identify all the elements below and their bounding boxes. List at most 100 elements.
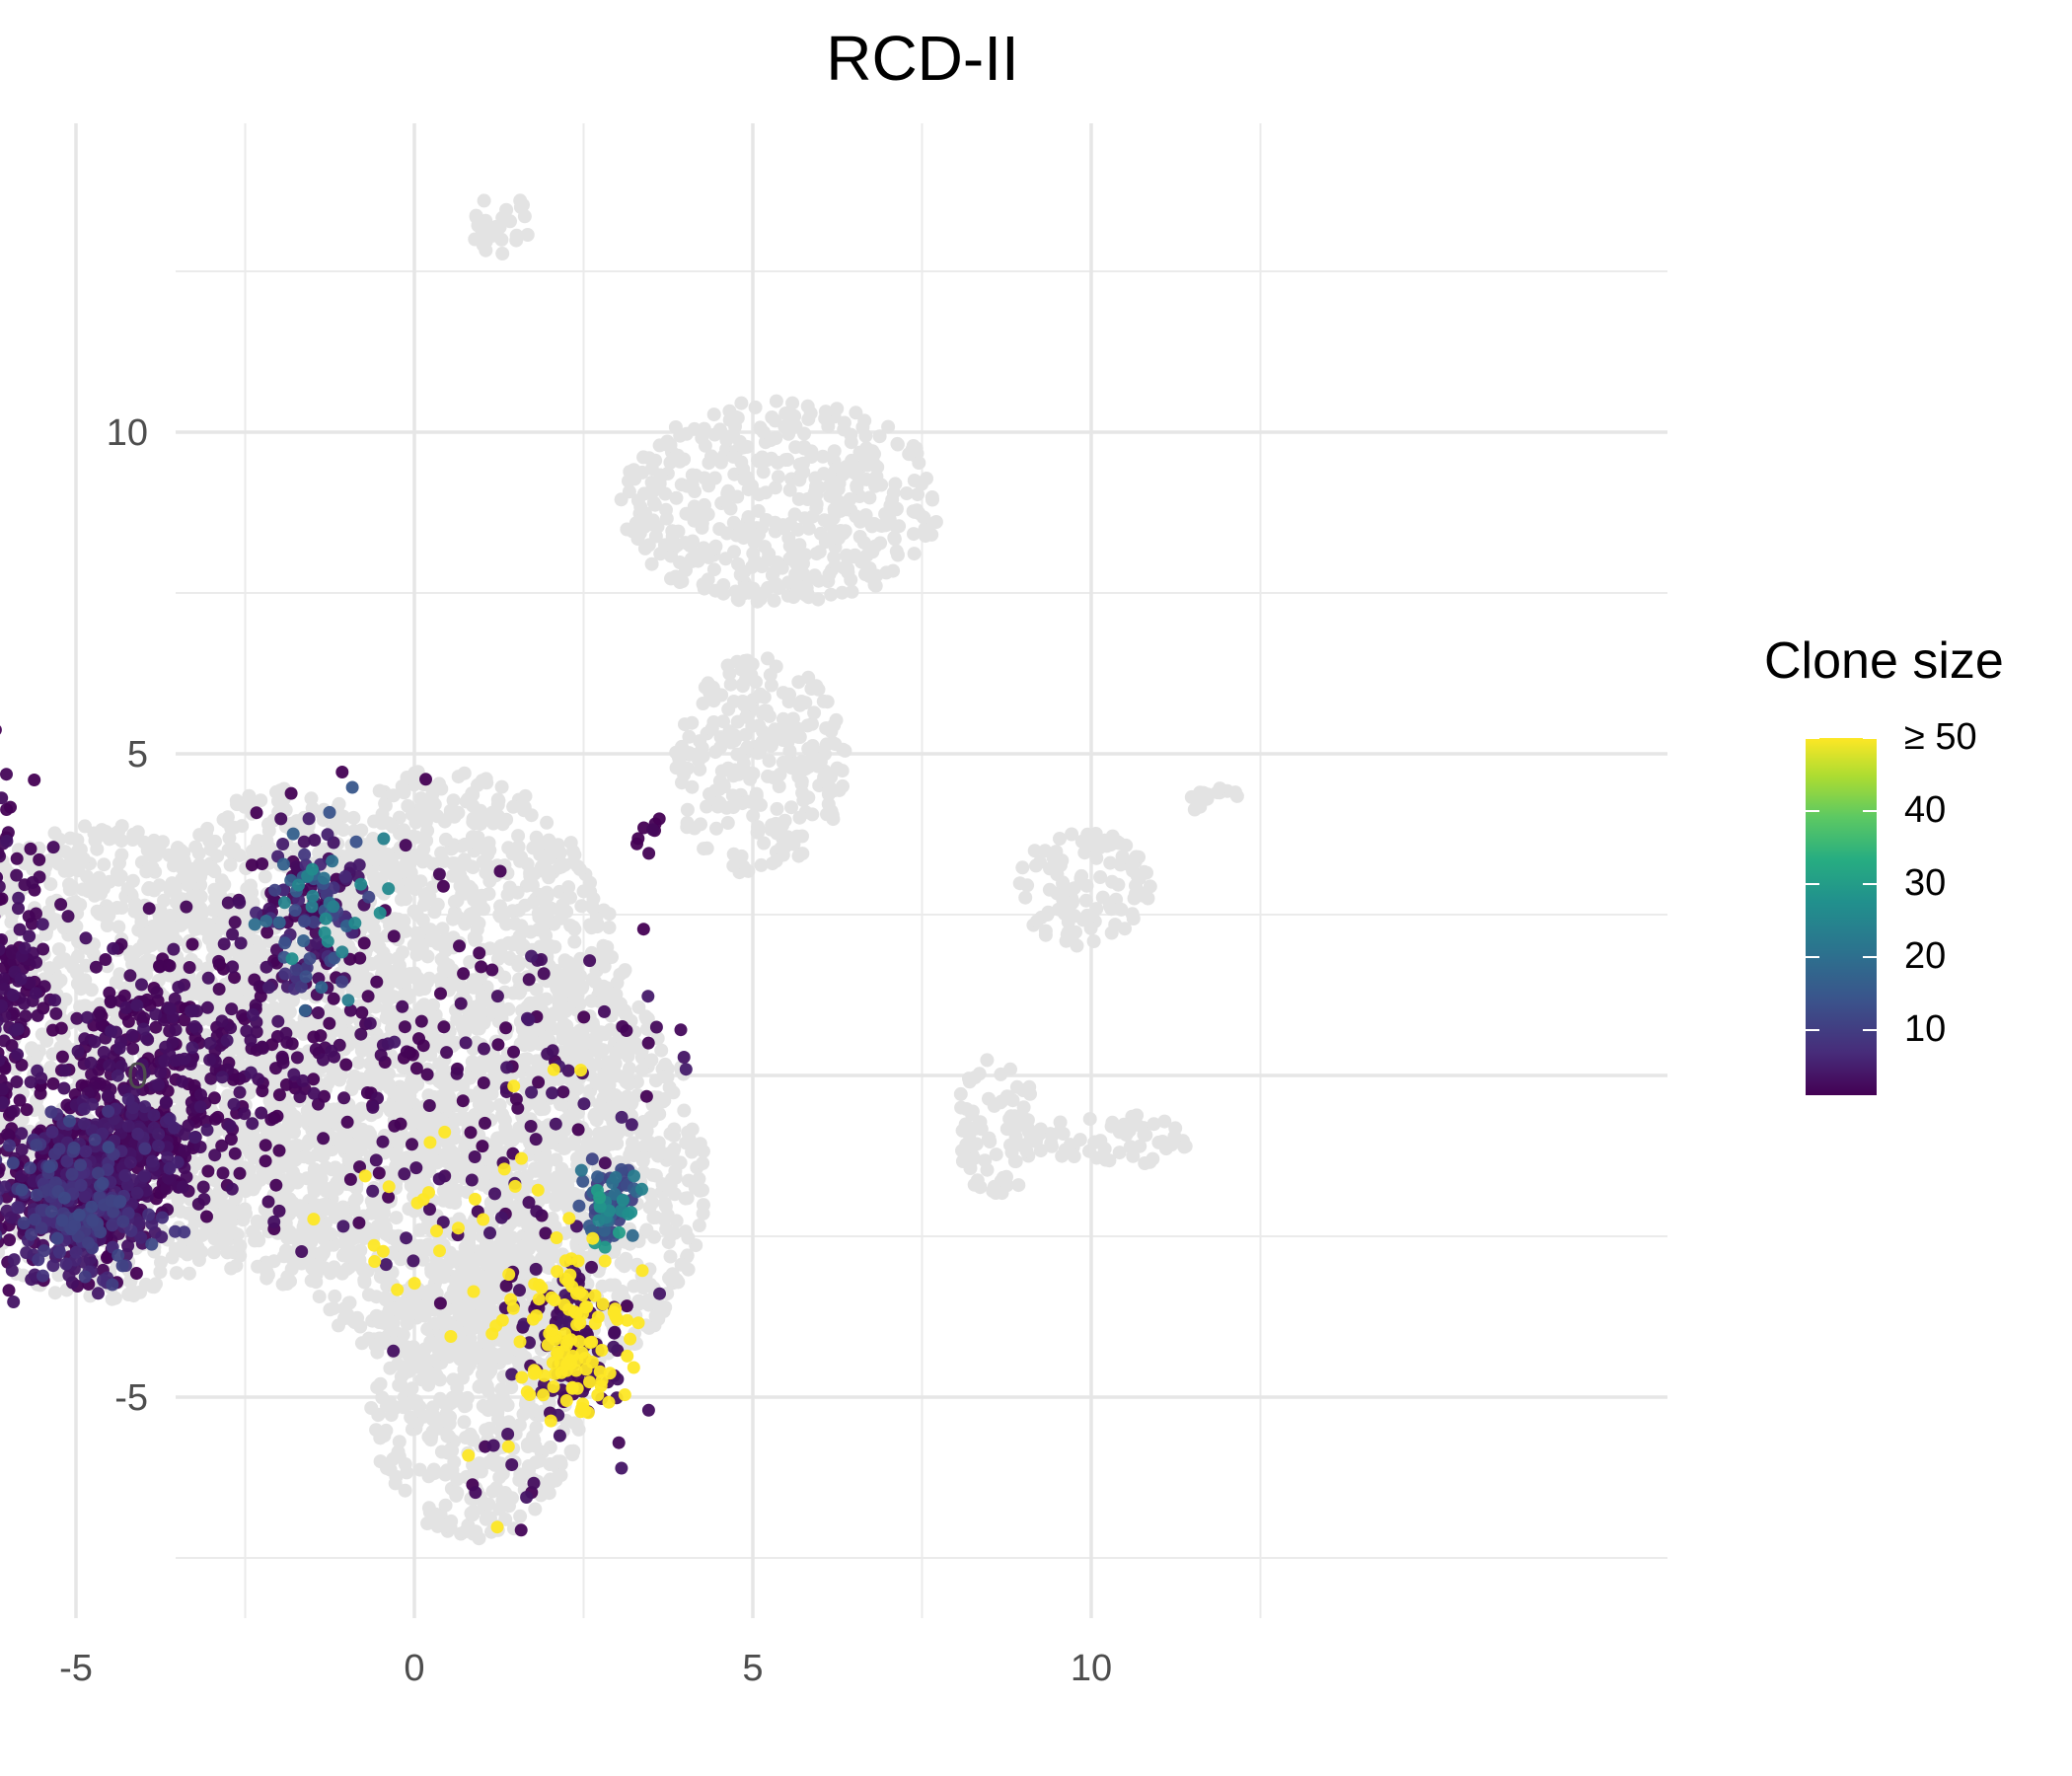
background-cell-point — [494, 779, 509, 794]
background-cell-point — [555, 999, 569, 1013]
background-cell-point — [97, 857, 111, 872]
background-cell-point — [567, 975, 582, 990]
background-cell-point — [398, 988, 412, 1002]
background-cell-point — [141, 882, 156, 897]
background-cell-point — [432, 1073, 447, 1088]
background-cell-point — [276, 1249, 291, 1264]
background-cell-point — [419, 1124, 434, 1138]
background-cell-point — [206, 1245, 221, 1260]
background-cell-point — [520, 1052, 535, 1067]
background-cell-point — [409, 830, 424, 845]
background-cell-point — [560, 955, 575, 970]
background-cell-point — [539, 1030, 554, 1045]
background-cell-point — [15, 1112, 30, 1127]
background-cell-point — [143, 848, 158, 862]
background-cell-point — [456, 1021, 471, 1036]
background-cell-point — [597, 1067, 612, 1081]
background-cell-point — [154, 1255, 168, 1270]
background-cell-point — [473, 816, 487, 831]
background-cell-point — [169, 1266, 184, 1281]
background-cell-point — [667, 1225, 682, 1240]
background-cell-point — [309, 1275, 324, 1290]
background-cell-point — [538, 863, 553, 878]
background-cell-point — [367, 814, 382, 829]
background-cell-point — [114, 848, 129, 862]
background-cell-point — [244, 878, 258, 893]
background-cell-point — [470, 1021, 484, 1036]
background-cell-point — [451, 805, 466, 820]
background-cell-point — [389, 1211, 404, 1225]
background-cell-point — [436, 853, 451, 868]
background-cell-point — [206, 862, 220, 877]
background-cell-point — [383, 1361, 398, 1375]
background-cell-point — [188, 840, 203, 854]
background-cell-point — [595, 956, 610, 971]
background-cell-point — [109, 826, 123, 841]
background-cell-point — [47, 1286, 62, 1300]
background-cell-point — [56, 921, 71, 935]
background-cell-point — [529, 830, 544, 845]
background-cell-point — [239, 1207, 253, 1221]
background-cell-point — [380, 1009, 395, 1024]
background-cell-point — [434, 952, 449, 967]
background-cell-point — [540, 889, 555, 904]
background-cell-point — [379, 1272, 394, 1287]
background-cell-point — [544, 901, 558, 916]
background-cell-point — [233, 1238, 248, 1253]
background-cell-point — [532, 995, 547, 1009]
background-cell-point — [313, 1145, 328, 1159]
background-cell-point — [696, 1156, 710, 1170]
background-cell-point — [458, 837, 473, 851]
background-cell-point — [585, 1037, 600, 1051]
background-cell-point — [25, 1042, 39, 1057]
background-cell-point — [286, 993, 301, 1007]
background-cell-point — [540, 815, 555, 830]
background-cell-point — [120, 881, 135, 896]
background-cells — [0, 193, 1244, 1546]
background-cell-point — [252, 1233, 266, 1248]
background-cell-point — [519, 1029, 534, 1044]
background-cell-point — [620, 1089, 634, 1104]
background-cell-point — [422, 1001, 437, 1016]
background-cell-point — [416, 852, 431, 867]
background-cell-point — [404, 865, 418, 880]
background-cell-point — [280, 1120, 295, 1135]
background-cell-point — [589, 1113, 604, 1128]
background-cell-point — [502, 880, 517, 895]
background-cell-point — [346, 810, 361, 825]
background-cell-point — [134, 915, 149, 929]
background-cell-point — [415, 913, 430, 927]
background-cell-point — [395, 779, 409, 793]
background-cell-point — [284, 1230, 299, 1245]
background-cell-point — [242, 788, 257, 803]
background-cell-point — [209, 893, 224, 908]
background-cell-point — [643, 1110, 658, 1125]
background-cell-point — [572, 862, 587, 877]
background-cell-point — [496, 1131, 511, 1146]
background-cell-point — [191, 921, 206, 935]
background-cell-point — [65, 879, 80, 894]
background-cell-point — [397, 1101, 411, 1115]
background-cell-point — [193, 869, 208, 884]
background-cell-point — [133, 1285, 147, 1299]
background-cell-point — [309, 1198, 324, 1213]
background-cell-point — [222, 831, 237, 846]
background-cell-point — [604, 1126, 619, 1141]
background-cell-point — [435, 934, 450, 949]
background-cell-point — [459, 856, 474, 871]
background-cell-point — [319, 1184, 333, 1199]
background-cell-point — [235, 819, 250, 834]
background-cell-point — [323, 1266, 337, 1281]
background-cell-point — [110, 865, 124, 880]
background-cell-point — [155, 934, 169, 949]
background-cell-point — [397, 823, 411, 838]
background-cell-point — [555, 1024, 569, 1038]
background-cell-point — [621, 1049, 635, 1064]
background-cell-point — [583, 875, 597, 890]
background-cell-point — [617, 965, 631, 980]
background-cell-point — [109, 975, 123, 990]
background-cell-point — [332, 1166, 346, 1180]
background-cell-point — [372, 783, 387, 798]
background-cell-point — [592, 1126, 607, 1141]
